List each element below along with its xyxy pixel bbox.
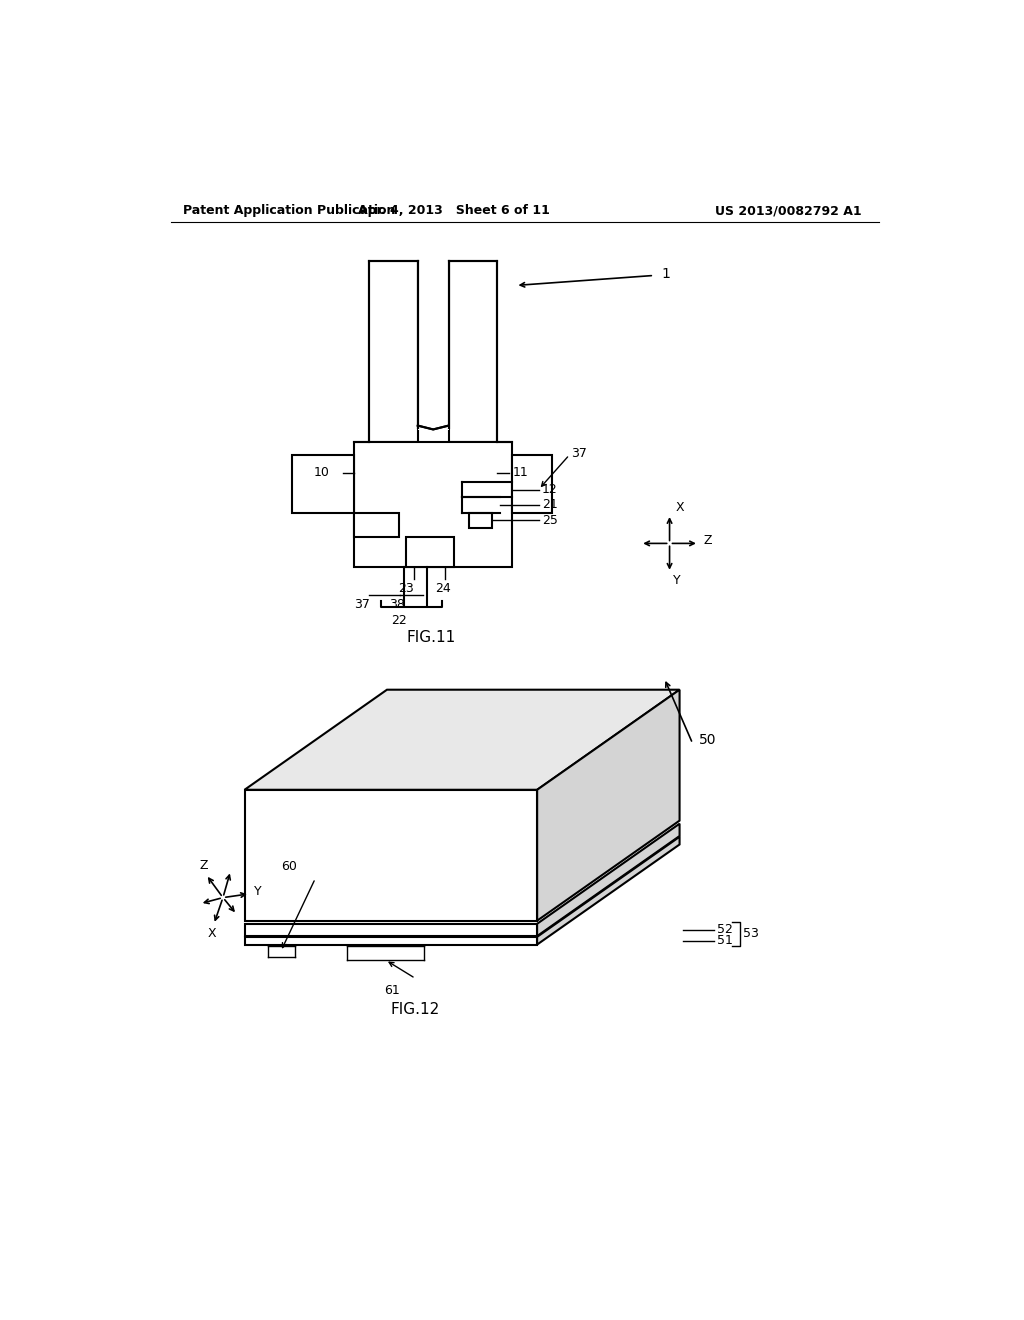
Text: 37: 37 — [354, 598, 370, 611]
Text: 53: 53 — [742, 927, 759, 940]
Text: 10: 10 — [313, 466, 330, 479]
Text: 21: 21 — [542, 499, 557, 511]
Bar — [469, 512, 493, 528]
Text: 61: 61 — [384, 983, 400, 997]
Text: X: X — [676, 502, 684, 515]
Polygon shape — [538, 837, 680, 945]
Text: 11: 11 — [512, 466, 528, 479]
Polygon shape — [538, 824, 680, 936]
Text: Y: Y — [254, 884, 261, 898]
Bar — [354, 442, 512, 566]
Bar — [407, 537, 454, 566]
Text: FIG.12: FIG.12 — [391, 1002, 440, 1016]
Text: X: X — [208, 927, 216, 940]
Text: 60: 60 — [281, 861, 297, 874]
Text: 22: 22 — [390, 614, 407, 627]
Text: 52: 52 — [717, 924, 732, 936]
Text: FIG.11: FIG.11 — [407, 630, 456, 645]
Bar — [292, 455, 354, 512]
Text: 24: 24 — [435, 582, 451, 594]
Bar — [512, 455, 552, 512]
Text: Z: Z — [200, 859, 208, 871]
Polygon shape — [245, 924, 538, 936]
Bar — [354, 512, 398, 537]
Text: Y: Y — [674, 574, 681, 587]
Bar — [449, 261, 497, 442]
Text: 12: 12 — [542, 483, 557, 496]
Text: 50: 50 — [698, 733, 717, 747]
Polygon shape — [245, 689, 680, 789]
Text: Apr. 4, 2013   Sheet 6 of 11: Apr. 4, 2013 Sheet 6 of 11 — [358, 205, 550, 218]
Polygon shape — [245, 789, 538, 921]
Bar — [418, 261, 449, 430]
Text: US 2013/0082792 A1: US 2013/0082792 A1 — [716, 205, 862, 218]
Text: 51: 51 — [717, 935, 732, 948]
Polygon shape — [538, 689, 680, 921]
Text: Patent Application Publication: Patent Application Publication — [183, 205, 395, 218]
Text: 38: 38 — [389, 598, 406, 611]
Text: 23: 23 — [398, 582, 415, 594]
Text: 37: 37 — [571, 446, 587, 459]
Bar — [370, 261, 418, 442]
Text: 1: 1 — [662, 267, 671, 281]
Text: Z: Z — [703, 533, 712, 546]
Polygon shape — [245, 937, 538, 945]
Text: 25: 25 — [542, 513, 558, 527]
